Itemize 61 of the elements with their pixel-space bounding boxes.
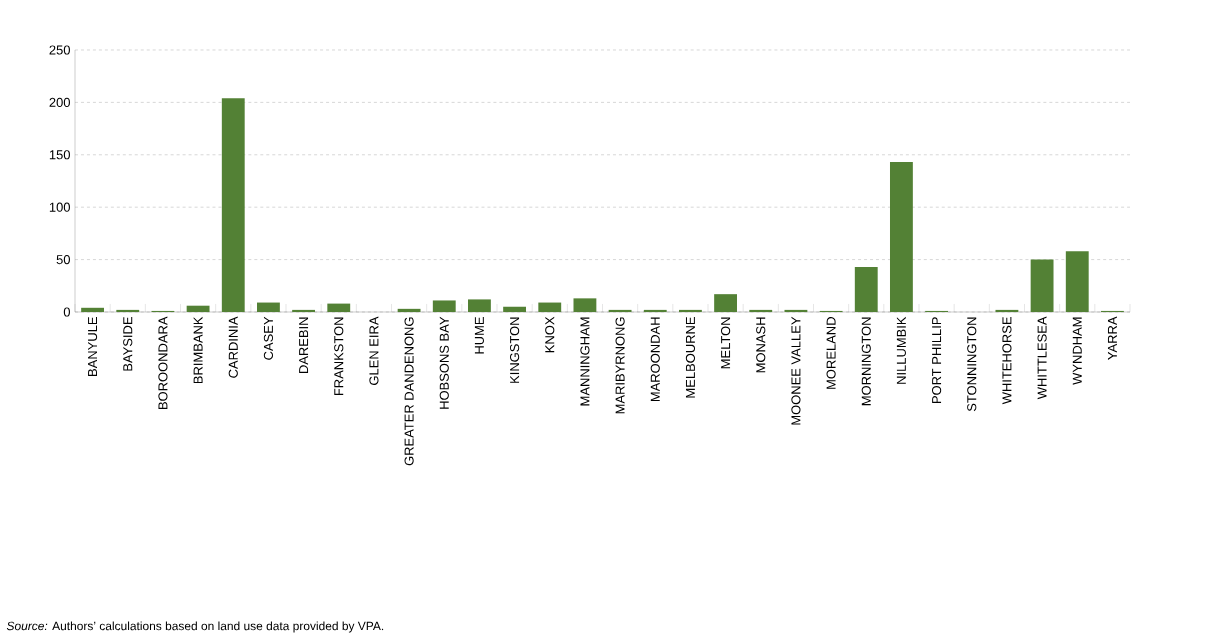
x-tick-label: NILLUMBIK [896,316,906,384]
x-tick-label: HOBSONS BAY [439,316,449,409]
x-tick-label: PORT PHILLIP [932,317,942,404]
x-tick-label: BOROONDARA [158,316,168,409]
x-tick-label: MARIBYRNONG [615,317,625,414]
x-tick-label: BRIMBANK [193,316,203,384]
x-tick-label: MOONEE VALLEY [791,316,801,425]
bar [1030,259,1054,312]
bar [889,162,913,312]
bar [643,309,667,312]
x-tick-label: CASEY [263,316,274,360]
bar [116,309,140,312]
x-tick-label: FRANKSTON [334,317,344,396]
x-tick-label: MANNINGHAM [580,317,590,406]
x-tick-label: WHITEHORSE [1002,317,1012,405]
bar [854,266,878,312]
x-tick-label: MAROONDAH [650,317,660,402]
bar [714,294,738,312]
x-tick-label: MORNINGTON [861,317,871,406]
x-tick-label: MORELAND [826,317,836,389]
x-tick-label: STONNINGTON [967,317,977,412]
bar [292,309,316,312]
x-tick-label: BAYSIDE [123,317,133,371]
bar [467,299,491,312]
x-tick-label: WHITTLESEA [1037,316,1047,400]
bar [573,298,597,312]
x-tick-label: DAREBIN [299,317,309,374]
x-tick-label: GREATER DANDENONG [404,317,414,466]
bar [1065,251,1089,312]
y-tick-label: 100 [49,202,70,212]
x-tick-label: MELTON [721,317,731,369]
bar [538,302,562,312]
bar [81,307,105,312]
bar [186,305,210,312]
x-tick-label: WYNDHAM [1072,317,1082,385]
y-tick-label: 0 [63,307,70,317]
bar [257,302,280,312]
y-tick-label: 150 [49,150,70,160]
x-tick-label: GLEN EIRA [369,316,379,385]
bar [503,306,527,312]
x-tick-label: YARRA [1107,316,1117,360]
y-tick-label: 250 [49,45,70,55]
x-tick-label: MONASH [756,317,766,373]
x-tick-label: KNOX [545,316,555,353]
y-tick-label: 50 [56,255,70,265]
bar [432,300,456,312]
bar [397,308,421,312]
bar [678,309,702,312]
bar [995,309,1019,312]
x-tick-label: BANYULE [88,317,98,376]
y-tick-label: 200 [49,97,70,107]
x-tick-label: KINGSTON [510,317,520,383]
bar [784,309,808,312]
x-tick-label: MELBOURNE [685,317,696,398]
bar [749,309,773,312]
bar [327,303,351,312]
bar [608,309,632,312]
x-tick-label: CARDINIA [228,316,238,378]
bar [221,98,245,312]
x-tick-label: HUME [474,317,484,354]
text: Source: Authors’ calculations based on land use data provided by VPA. [6,621,384,633]
